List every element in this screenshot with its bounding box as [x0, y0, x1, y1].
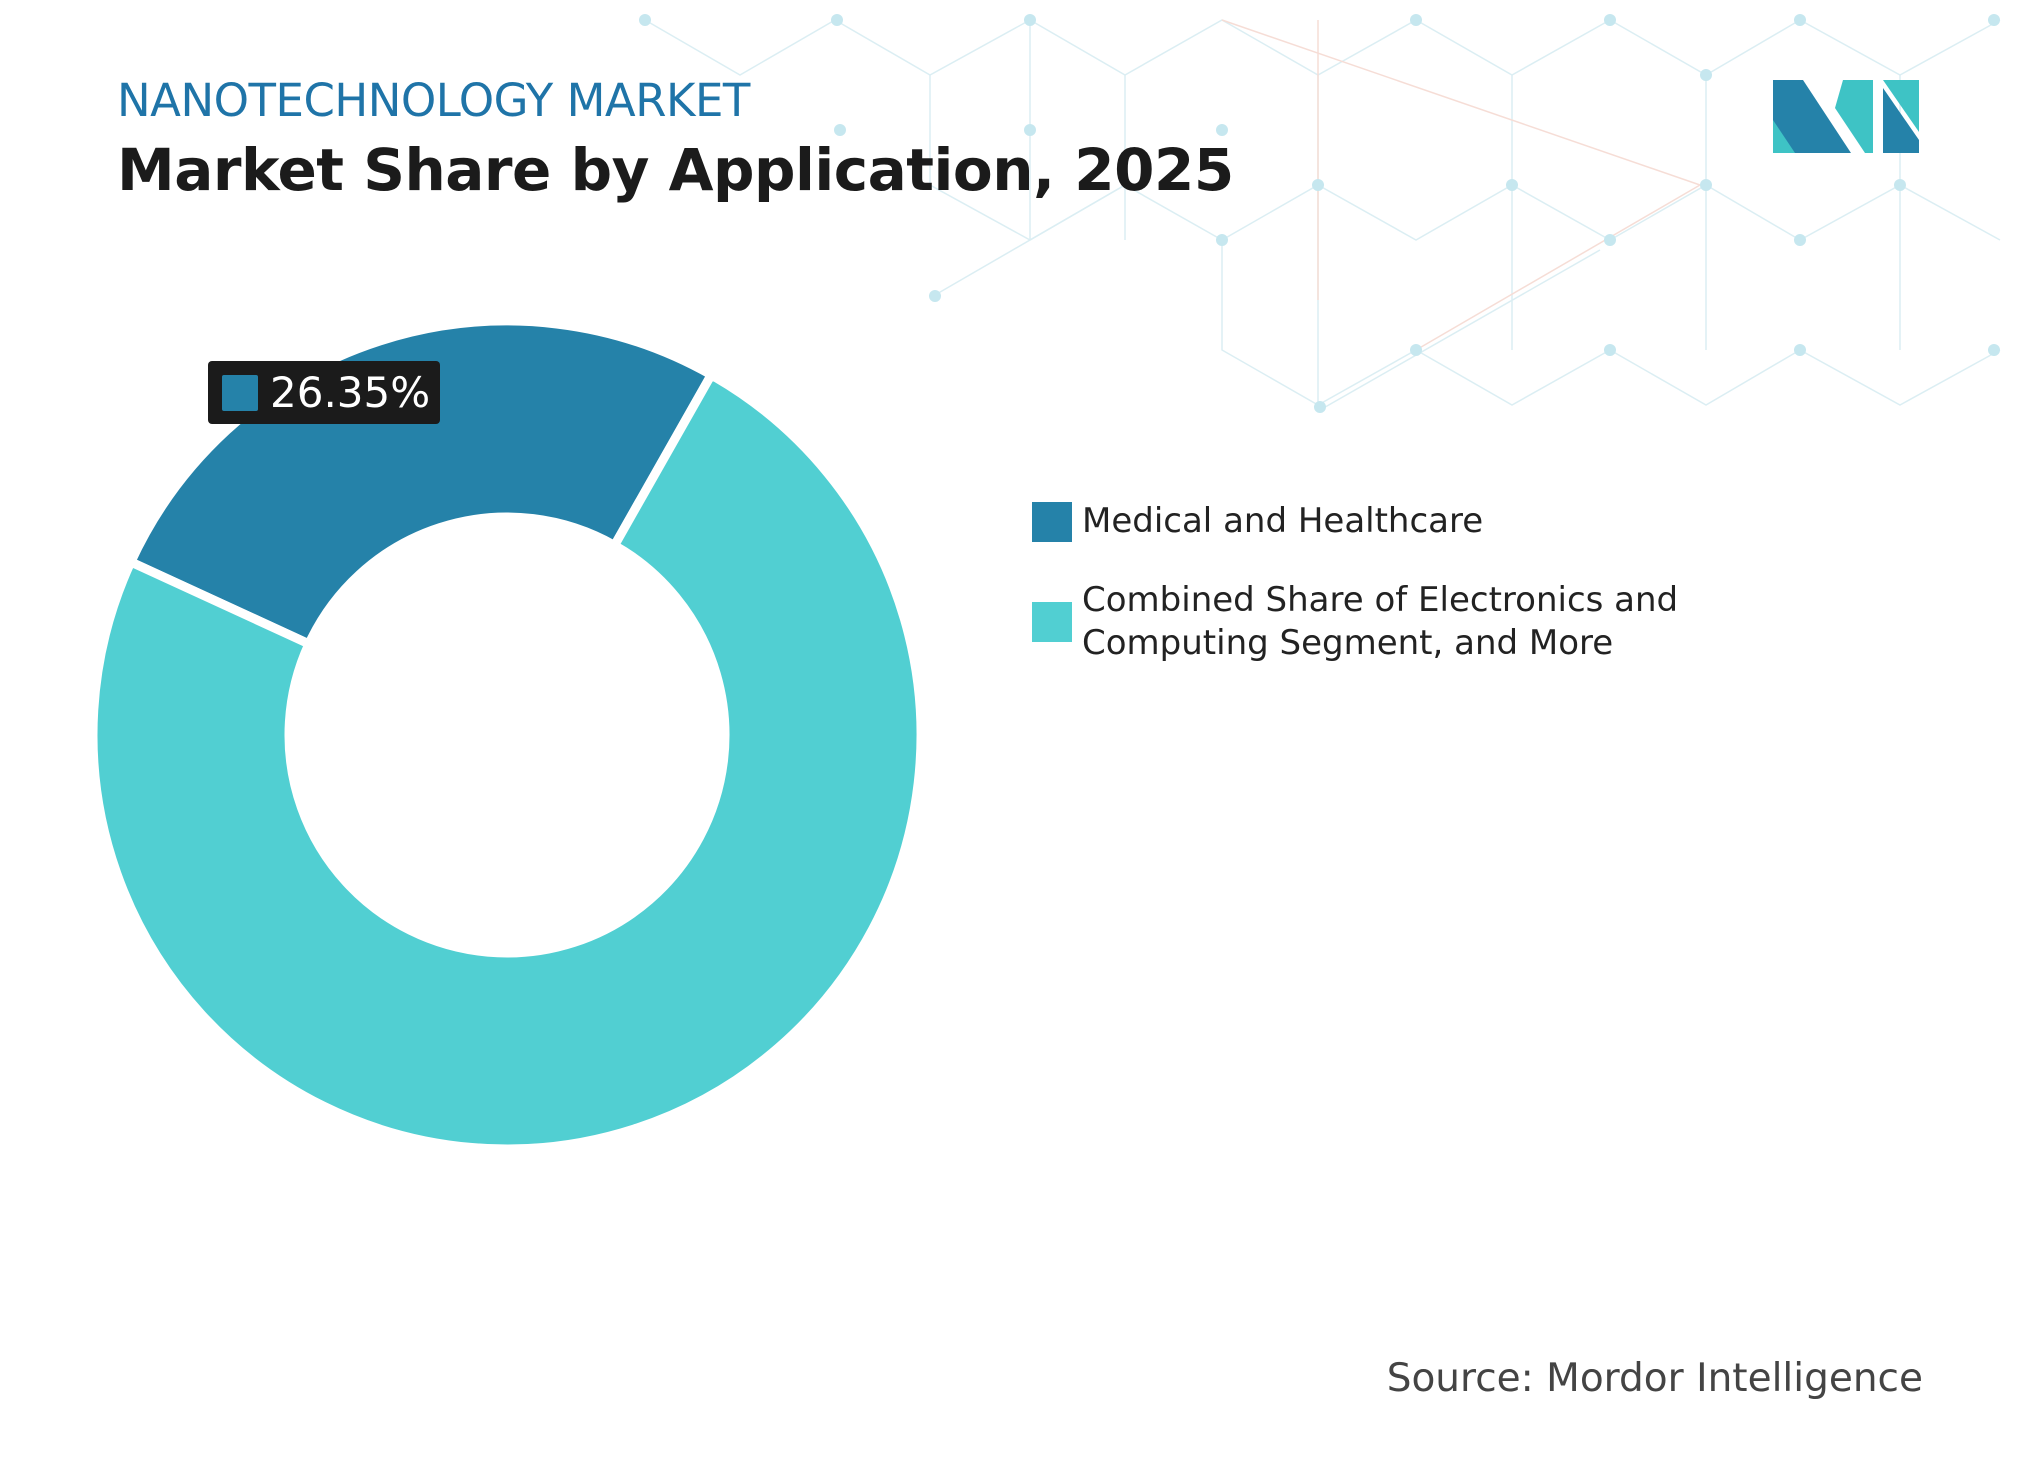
source-note: Source: Mordor Intelligence — [1386, 1356, 1923, 1401]
chart-subtitle: NANOTECHNOLOGY MARKET — [117, 74, 750, 127]
legend: Medical and Healthcare Combined Share of… — [1032, 500, 1682, 701]
donut-slice-other — [88, 368, 926, 1154]
legend-swatch-medical — [1032, 501, 1072, 542]
data-label-medical: 26.35% — [208, 361, 441, 424]
chart-title: Market Share by Application, 2025 — [117, 136, 1234, 204]
mordor-intelligence-logo — [1773, 80, 1919, 153]
legend-swatch-other — [1032, 602, 1072, 642]
data-label-swatch — [222, 374, 258, 411]
legend-item-other: Combined Share of Electronics and Comput… — [1032, 579, 1682, 665]
legend-label: Medical and Healthcare — [1082, 501, 1484, 541]
data-label-text: 26.35% — [270, 368, 431, 417]
legend-item-medical: Medical and Healthcare — [1032, 500, 1682, 543]
legend-label: Combined Share of Electronics and Comput… — [1082, 580, 1679, 663]
